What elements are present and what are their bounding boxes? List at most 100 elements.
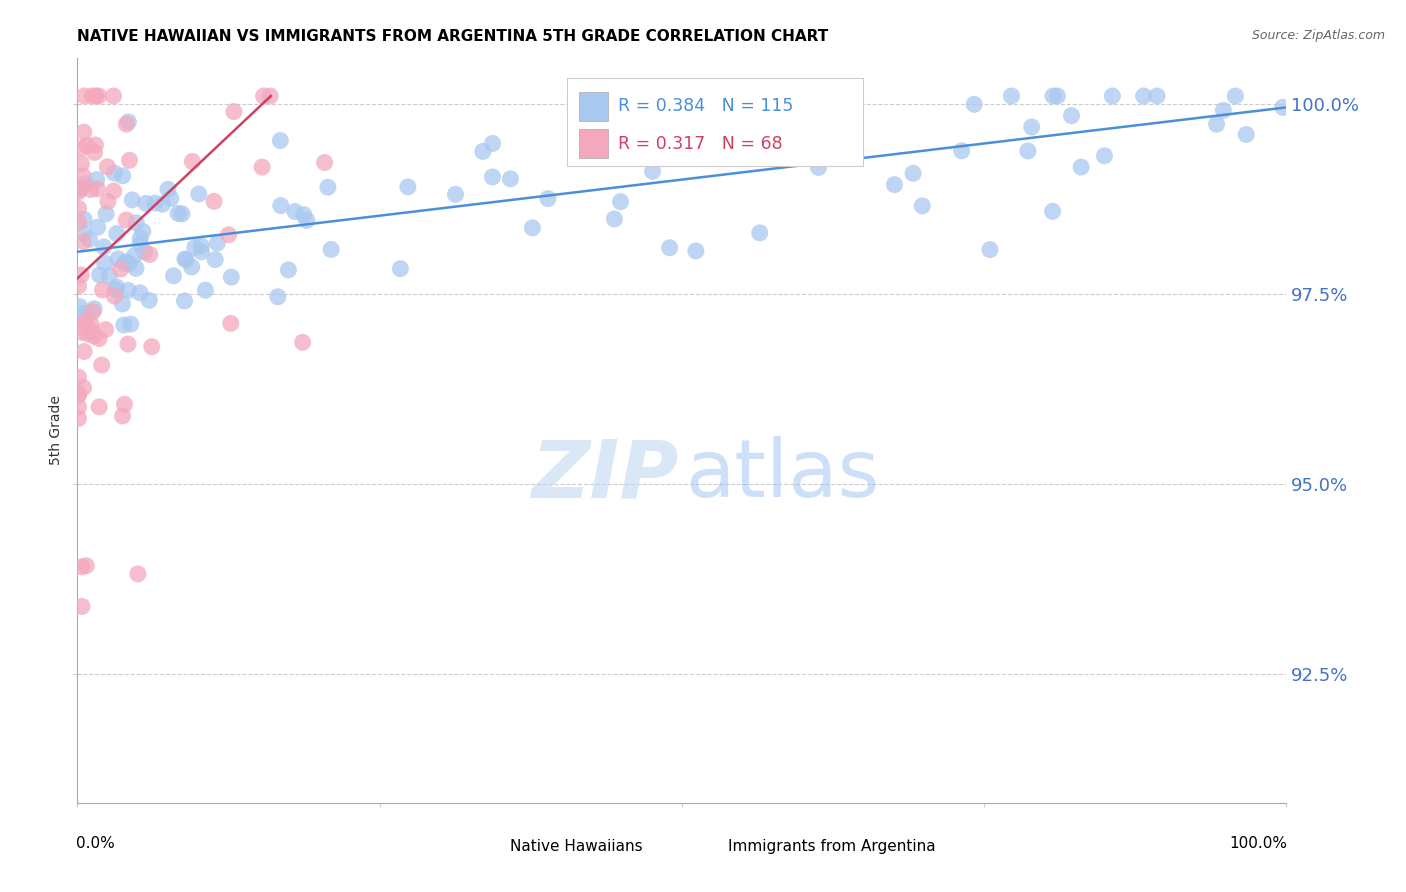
Point	[160, 191, 183, 205]
Point	[67, 387, 90, 401]
Point	[69, 300, 91, 314]
Point	[105, 280, 128, 294]
Point	[669, 142, 692, 156]
Point	[72, 306, 94, 320]
Point	[103, 289, 125, 303]
Point	[138, 293, 160, 308]
Point	[135, 196, 157, 211]
Point	[1271, 100, 1294, 114]
Point	[91, 283, 114, 297]
Point	[825, 102, 848, 116]
Point	[143, 196, 166, 211]
Point	[173, 252, 195, 266]
Point	[184, 240, 207, 254]
Point	[83, 145, 105, 160]
Point	[139, 247, 162, 261]
Point	[292, 208, 315, 222]
Point	[107, 252, 129, 266]
Point	[658, 241, 681, 255]
Point	[537, 192, 560, 206]
Point	[173, 293, 195, 308]
Point	[115, 213, 138, 227]
Point	[87, 89, 110, 103]
Point	[1212, 103, 1234, 118]
Point	[219, 316, 242, 330]
Point	[89, 400, 111, 414]
Bar	[579, 92, 609, 120]
Text: ZIP: ZIP	[531, 436, 678, 514]
Point	[89, 268, 111, 282]
Point	[83, 301, 105, 316]
Point	[218, 227, 240, 242]
Point	[170, 207, 193, 221]
Point	[658, 140, 681, 154]
Point	[316, 180, 339, 194]
Point	[319, 243, 342, 257]
Point	[111, 297, 134, 311]
Point	[84, 137, 107, 152]
Point	[110, 262, 132, 277]
Point	[253, 89, 276, 103]
Point	[901, 166, 924, 180]
Point	[86, 172, 108, 186]
Point	[270, 198, 292, 212]
Point	[97, 194, 120, 209]
Point	[73, 89, 96, 103]
Point	[1060, 109, 1083, 123]
Point	[194, 283, 217, 297]
Point	[94, 322, 117, 336]
Point	[76, 326, 98, 341]
Point	[162, 268, 184, 283]
Point	[117, 284, 139, 298]
FancyBboxPatch shape	[567, 78, 863, 166]
Point	[444, 187, 467, 202]
Point	[111, 409, 134, 423]
Point	[748, 226, 770, 240]
Point	[134, 244, 156, 259]
Point	[82, 304, 104, 318]
Point	[87, 332, 110, 346]
Bar	[695, 835, 721, 859]
Point	[471, 145, 494, 159]
Point	[72, 381, 94, 395]
Point	[98, 268, 121, 283]
Point	[174, 252, 197, 267]
Point	[180, 260, 202, 274]
Point	[103, 184, 125, 198]
Point	[481, 169, 503, 184]
Point	[1225, 89, 1247, 103]
Point	[963, 97, 986, 112]
Point	[1046, 89, 1069, 103]
Point	[396, 179, 419, 194]
Point	[1205, 117, 1227, 131]
Point	[259, 89, 281, 103]
Point	[911, 199, 934, 213]
Point	[94, 207, 117, 221]
Point	[127, 566, 149, 581]
Point	[105, 227, 128, 241]
Point	[190, 239, 212, 253]
Point	[80, 324, 103, 338]
Point	[156, 182, 179, 196]
Point	[269, 134, 291, 148]
Point	[69, 183, 91, 197]
Point	[1132, 89, 1154, 103]
Point	[67, 411, 90, 425]
Text: R = 0.384   N = 115: R = 0.384 N = 115	[617, 97, 793, 115]
Point	[70, 141, 93, 155]
Point	[86, 220, 108, 235]
Point	[124, 249, 146, 263]
Point	[67, 370, 90, 384]
Point	[103, 89, 125, 103]
Point	[70, 156, 93, 170]
Point	[1101, 89, 1123, 103]
Point	[96, 160, 118, 174]
Point	[314, 155, 336, 169]
Point	[277, 263, 299, 277]
Point	[204, 252, 226, 267]
Point	[73, 125, 96, 139]
Point	[73, 344, 96, 359]
Point	[685, 244, 707, 258]
Point	[93, 240, 115, 254]
Point	[67, 388, 90, 402]
